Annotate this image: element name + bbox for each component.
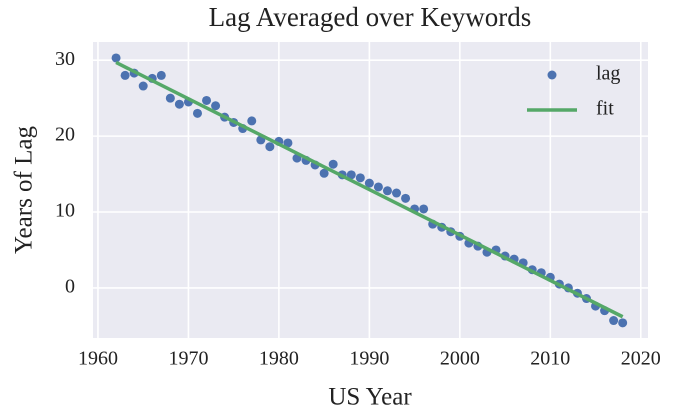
data-point xyxy=(265,142,275,152)
data-point xyxy=(392,188,402,198)
x-tick-label: 2000 xyxy=(440,348,480,370)
data-point xyxy=(111,53,121,63)
data-point xyxy=(609,316,619,326)
data-point xyxy=(247,116,257,126)
data-point xyxy=(382,186,392,196)
data-point xyxy=(355,173,365,183)
data-point xyxy=(120,70,130,80)
data-point xyxy=(364,178,374,188)
data-point xyxy=(138,81,148,91)
data-point xyxy=(202,95,212,105)
data-point xyxy=(419,204,429,214)
legend-label: lag xyxy=(596,63,620,85)
data-point xyxy=(174,99,184,109)
data-point xyxy=(156,70,166,80)
data-point xyxy=(165,93,175,103)
y-tick-label: 0 xyxy=(65,276,75,298)
legend-label: fit xyxy=(596,98,614,120)
data-point xyxy=(618,318,628,328)
x-tick-label: 1980 xyxy=(259,348,299,370)
x-tick-label: 2020 xyxy=(621,348,661,370)
data-point xyxy=(283,138,293,148)
y-axis-label: Years of Lag xyxy=(11,126,38,254)
legend-marker xyxy=(547,70,557,80)
data-point xyxy=(401,193,411,203)
x-axis-label: US Year xyxy=(328,384,412,411)
data-point xyxy=(346,170,356,180)
x-tick-label: 2010 xyxy=(530,348,570,370)
data-point xyxy=(328,159,338,169)
x-tick-label: 1990 xyxy=(349,348,389,370)
y-tick-label: 30 xyxy=(55,48,75,70)
data-point xyxy=(192,108,202,118)
x-tick-label: 1970 xyxy=(168,348,208,370)
data-point xyxy=(373,182,383,192)
y-tick-label: 20 xyxy=(55,124,75,146)
chart-title: Lag Averaged over Keywords xyxy=(209,2,532,32)
x-tick-label: 1960 xyxy=(78,348,118,370)
fit-line xyxy=(115,60,624,319)
data-point xyxy=(211,101,221,111)
y-tick-label: 10 xyxy=(55,200,75,222)
data-point xyxy=(319,168,329,178)
